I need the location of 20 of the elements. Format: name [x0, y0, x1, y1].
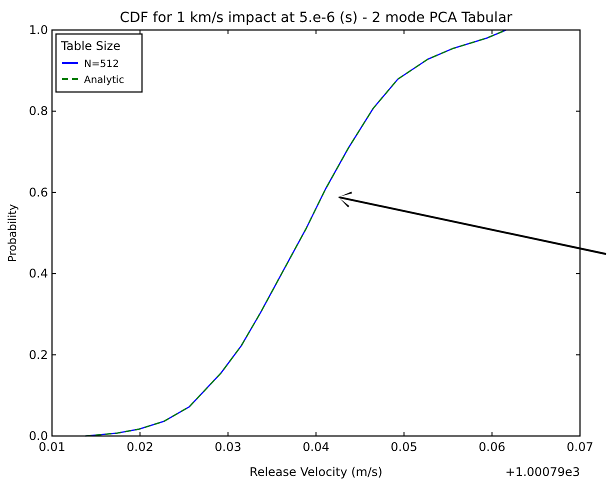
- x-tick-label: 0.06: [478, 440, 506, 454]
- text: +1.00079e3: [505, 465, 580, 479]
- legend-label: Analytic: [84, 75, 124, 86]
- y-tick-label: 1.0: [28, 23, 48, 37]
- x-tick-label: 0.04: [302, 440, 330, 454]
- chart-title: CDF for 1 km/s impact at 5.e-6 (s) - 2 mode PCA Tabular: [120, 10, 513, 26]
- legend-label: N=512: [84, 59, 119, 70]
- legend-title: Table Size: [60, 39, 120, 53]
- y-tick-label: 0.6: [28, 185, 48, 200]
- x-tick-label: 0.03: [214, 440, 242, 454]
- x-tick-label: 0.05: [390, 440, 418, 454]
- y-tick-label: 0.4: [28, 266, 48, 281]
- y-tick-label: 0.2: [28, 348, 48, 362]
- y-tick-label: 0.0: [28, 429, 48, 443]
- x-tick-label: 0.07: [566, 440, 594, 454]
- y-axis-title: Probability: [6, 203, 19, 262]
- x-axis-title: Release Velocity (m/s): [250, 465, 382, 479]
- x-tick-label: 0.01: [38, 440, 66, 454]
- y-tick-label: 0.8: [28, 104, 48, 118]
- x-tick-label: 0.02: [126, 440, 154, 454]
